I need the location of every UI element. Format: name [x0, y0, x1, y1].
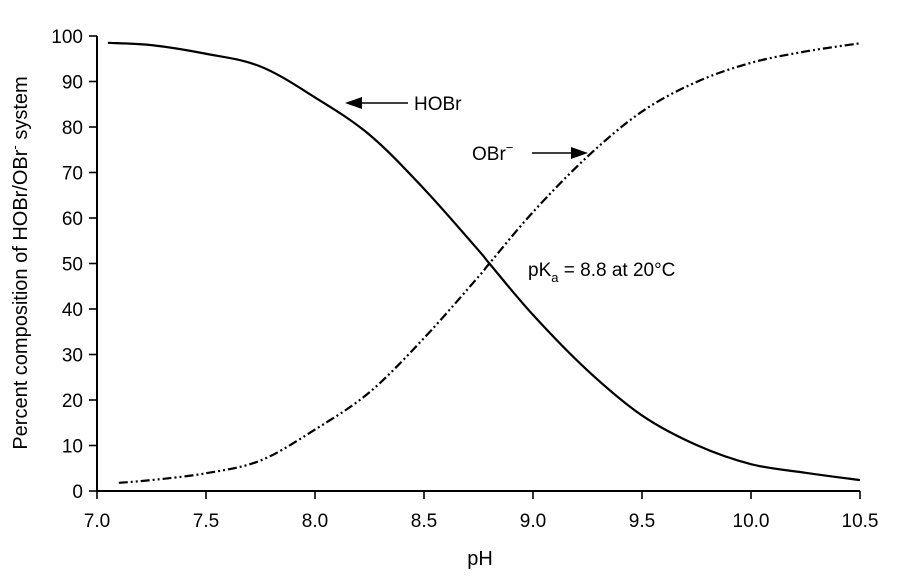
- obr-annotation: OBr−: [472, 140, 588, 165]
- y-tick-label: 60: [62, 209, 83, 230]
- series-layer: [107, 41, 861, 484]
- y-tick-label: 80: [62, 118, 83, 139]
- obr-arrowhead: [571, 147, 588, 159]
- x-tick-label: 10.0: [733, 511, 770, 532]
- obr-label: OBr−: [472, 140, 513, 165]
- series-line-hobr: [107, 41, 861, 482]
- hobr-arrowhead: [345, 97, 362, 109]
- series-line-obr: [118, 42, 861, 484]
- y-tick-label: 0: [72, 482, 83, 503]
- axes: [96, 36, 860, 492]
- x-tick-label: 8.5: [411, 511, 437, 532]
- x-tick-label: 7.0: [84, 511, 110, 532]
- y-tick-label: 90: [62, 73, 83, 94]
- y-ticks: 0 10 20 30 40 50 60 70 80 90 100: [51, 27, 97, 503]
- hobr-label: HOBr: [414, 94, 462, 115]
- x-tick-label: 7.5: [193, 511, 219, 532]
- y-tick-label: 40: [62, 300, 83, 321]
- x-tick-label: 8.0: [302, 511, 328, 532]
- y-tick-label: 100: [51, 27, 83, 48]
- x-tick-label: 10.5: [842, 511, 879, 532]
- x-axis-title: pH: [467, 548, 493, 570]
- y-tick-label: 10: [62, 437, 83, 458]
- x-tick-label: 9.5: [629, 511, 655, 532]
- y-tick-label: 30: [62, 346, 83, 367]
- hobr-annotation: HOBr: [345, 94, 462, 115]
- y-tick-label: 50: [62, 255, 83, 276]
- y-tick-label: 20: [62, 391, 83, 412]
- x-ticks: 7.0 7.5 8.0 8.5 9.0 9.5 10.0 10.5: [84, 491, 879, 532]
- y-axis-title: Percent composition of HOBr/OBr- system: [7, 76, 32, 449]
- x-tick-label: 9.0: [520, 511, 546, 532]
- pka-annotation: pKa = 8.8 at 20°C: [528, 260, 675, 285]
- y-tick-label: 70: [62, 164, 83, 185]
